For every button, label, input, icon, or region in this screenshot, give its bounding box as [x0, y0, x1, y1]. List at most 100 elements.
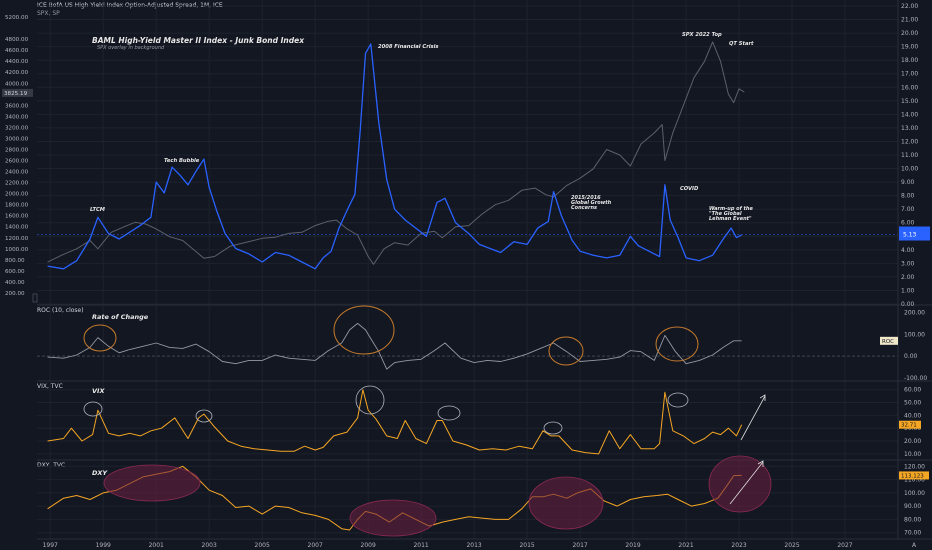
spx-current-value-box	[2, 88, 33, 97]
vix-panel-title: VIX	[92, 387, 105, 395]
right-tick-label: 12.00	[901, 138, 918, 145]
x-tick-label: 1999	[96, 542, 111, 549]
dxy-tick-label: 70.00	[904, 530, 921, 537]
hy-current-value-label: 5.13	[903, 232, 917, 239]
right-tick-label: 6.00	[901, 220, 915, 227]
vix-current-value-box	[899, 420, 921, 429]
chart-header-symbol: SPX, SP	[37, 10, 60, 17]
x-tick-label: A	[912, 542, 917, 549]
left-tick-label: 2200.00	[5, 181, 29, 187]
dxy-current-value-label: 113.123	[901, 473, 924, 479]
vix-series-line	[47, 389, 743, 455]
left-tick-label: 3000.00	[5, 136, 29, 142]
right-tick-label: 0.00	[901, 301, 915, 308]
vix-tick-label: 20.00	[904, 438, 921, 445]
right-tick-label: 21.00	[901, 17, 918, 24]
left-tick-label: 1200.00	[5, 236, 29, 242]
scale-toggle-icon	[32, 293, 38, 303]
right-tick-label: 18.00	[901, 57, 918, 64]
dxy-highlight-ellipse	[528, 476, 604, 530]
right-tick-label: 9.00	[901, 179, 915, 186]
dxy-highlight-ellipse	[103, 464, 201, 502]
annotation-overlays	[83, 305, 772, 537]
right-tick-label: 22.00	[901, 3, 918, 10]
x-tick-label: 2015	[519, 542, 534, 549]
annotation-label: LTCM	[90, 207, 106, 213]
right-tick-label: 14.00	[901, 111, 918, 118]
vix-trend-arrow	[740, 395, 766, 441]
left-tick-label: 200.00	[5, 291, 25, 297]
left-tick-label: 3600.00	[5, 103, 29, 109]
x-tick-label: 2003	[202, 542, 217, 549]
x-tick-label: 2017	[572, 542, 587, 549]
right-tick-label: 2.00	[901, 274, 915, 281]
spx-current-value-label: 3825.19	[4, 91, 28, 97]
roc-series-line	[47, 322, 742, 370]
roc-highlight-circle	[83, 324, 117, 352]
x-tick-label: 2009	[361, 542, 376, 549]
dxy-tick-label: 110.00	[904, 477, 925, 484]
roc-highlight-circle	[333, 305, 395, 355]
vix-highlight-circle	[83, 401, 103, 417]
x-tick-label: 1997	[43, 542, 58, 549]
left-tick-label: 2400.00	[5, 170, 29, 176]
left-tick-label: 1000.00	[5, 247, 29, 253]
left-tick-label: 3400.00	[5, 114, 29, 120]
left-tick-label: 4400.00	[5, 59, 29, 65]
left-tick-label: 4200.00	[5, 70, 29, 76]
left-tick-label: 600.00	[5, 269, 25, 275]
chart-marks: BAML High-Yield Master II Index - Junk B…	[47, 32, 754, 531]
dxy-tick-label: 90.00	[904, 503, 921, 510]
vix-highlight-circle	[355, 385, 385, 415]
annotation-label: QT Start	[729, 41, 754, 47]
vix-highlight-circle	[195, 409, 213, 423]
right-tick-label: 13.00	[901, 125, 918, 132]
annotation-label: Lehman Event"	[709, 216, 752, 222]
right-tick-label: 7.00	[901, 206, 915, 213]
x-tick-label: 2025	[784, 542, 799, 549]
dxy-highlight-ellipse	[349, 499, 437, 537]
annotation-label: SPX 2022 Top	[682, 32, 722, 38]
annotation-label: COVID	[680, 186, 699, 192]
left-tick-label: 2800.00	[5, 147, 29, 153]
x-tick-label: 2001	[149, 542, 164, 549]
vix-tick-label: 40.00	[904, 412, 921, 419]
roc-panel-label: ROC (10, close)	[37, 307, 84, 314]
right-tick-label: 16.00	[901, 84, 918, 91]
annotation-label: 2015/2016	[571, 195, 601, 201]
roc-tick-label: 100.00	[904, 331, 925, 338]
x-tick-label: 2019	[625, 542, 640, 549]
dxy-tick-label: 120.00	[904, 463, 925, 470]
x-tick-label: 2023	[731, 542, 746, 549]
annotation-label: Warm-up of the	[709, 206, 753, 212]
left-tick-label: 5200.00	[5, 15, 29, 21]
spx-series-line	[47, 41, 745, 265]
dxy-panel-label: DXY, TVC	[37, 462, 66, 469]
x-tick-label: 2013	[466, 542, 481, 549]
vix-tick-label: 60.00	[904, 387, 921, 394]
vix-highlight-circle	[667, 392, 689, 408]
roc-tick-label: 200.00	[904, 310, 925, 317]
right-tick-label: 19.00	[901, 44, 918, 51]
right-tick-label: 11.00	[901, 152, 918, 159]
panel-dividers	[37, 0, 932, 540]
left-tick-label: 1800.00	[5, 203, 29, 209]
hy-current-value-box	[899, 226, 930, 241]
annotation-label: Tech Bubble	[164, 158, 200, 164]
hy-spread-series-line	[47, 43, 742, 270]
grid-lines	[37, 0, 898, 539]
dxy-panel-title: DXY	[92, 469, 108, 477]
dxy-tick-label: 100.00	[904, 490, 925, 497]
dxy-highlight-ellipse	[708, 455, 772, 513]
main-chart-title: BAML High-Yield Master II Index - Junk B…	[92, 36, 305, 45]
left-tick-label: 4800.00	[5, 37, 29, 43]
roc-highlight-circle	[655, 326, 699, 362]
vix-trend-arrowhead	[759, 394, 766, 401]
axis-labels: 1997 1999 2001 2003 2005 2007 2009 2011 2013 2015…	[2, 3, 930, 549]
roc-tick-label: 0.00	[904, 353, 918, 360]
roc-badge-box	[880, 336, 898, 345]
annotation-label: Global Growth	[571, 200, 612, 206]
right-tick-label: 10.00	[901, 166, 918, 173]
left-tick-label: 1400.00	[5, 225, 29, 231]
